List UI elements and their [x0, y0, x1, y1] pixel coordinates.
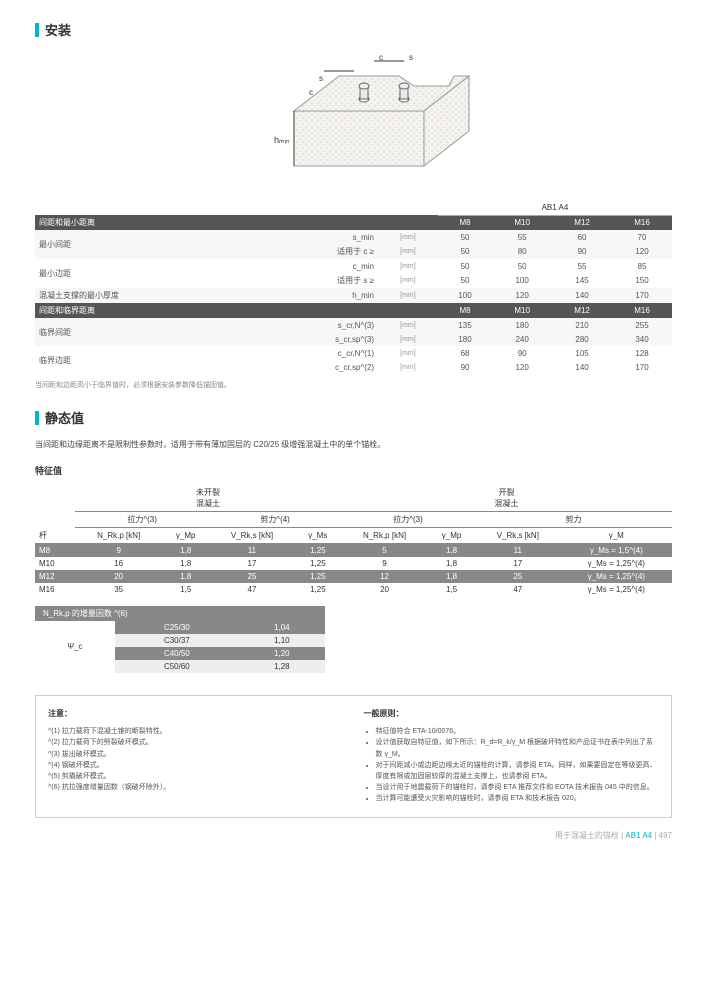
svg-text:s: s: [319, 74, 323, 83]
hdr-min: 间距和最小距离: [35, 215, 259, 230]
install-diagram: hₘᵢₙ c s s c: [224, 51, 484, 191]
t3-title: N_Rk,p 的增量因数 ^(6): [35, 606, 325, 621]
svg-text:hₘᵢₙ: hₘᵢₙ: [274, 135, 290, 145]
section-title-static: 静态值: [35, 408, 672, 427]
notes-box: 注意： ^(1) 拉力载荷下混凝土锥的断裂特性。^(2) 拉力载荷下的劈裂破坏模…: [35, 695, 672, 818]
table-factor: N_Rk,p 的增量因数 ^(6) Ψ_cC25/301,04C30/371,1…: [35, 606, 325, 673]
notes-right-title: 一般原则：: [364, 708, 660, 721]
group-title: AB1 A4: [438, 201, 672, 215]
notes-left-title: 注意：: [48, 708, 344, 721]
svg-text:c: c: [379, 53, 383, 62]
hdr-cr: 间距和临界距离: [35, 303, 259, 318]
static-desc: 当间距和边缘距离不是限制性参数时，适用于带有薄加固层的 C20/25 级增强混凝…: [35, 439, 672, 450]
char-values-title: 特征值: [35, 464, 672, 477]
page-footer: 用于混凝土的锚栓 | AB1 A4 | 497: [35, 830, 672, 841]
svg-text:s: s: [409, 53, 413, 62]
notes-left-list: ^(1) 拉力载荷下混凝土锥的断裂特性。^(2) 拉力载荷下的劈裂破坏模式。^(…: [48, 726, 344, 793]
notes-right-list: 特征值符合 ETA-10/0076。设计值获取自特征值，如下所示：R_d=R_k…: [364, 726, 660, 804]
section-title-install: 安装: [35, 20, 672, 39]
table-char: 未开裂 混凝土开裂 混凝土 拉力^(3) 剪力^(4) 拉力^(3) 剪力 杆 …: [35, 485, 672, 596]
table-spacing: AB1 A4 间距和最小距离 M8M10M12M16 最小间距s_min[mm]…: [35, 201, 672, 374]
svg-text:c: c: [309, 88, 313, 97]
diagram-area: hₘᵢₙ c s s c: [35, 51, 672, 191]
table1-note: 当间距和边距高小于临界值时，必须根据安装参数降低锚固值。: [35, 380, 672, 390]
